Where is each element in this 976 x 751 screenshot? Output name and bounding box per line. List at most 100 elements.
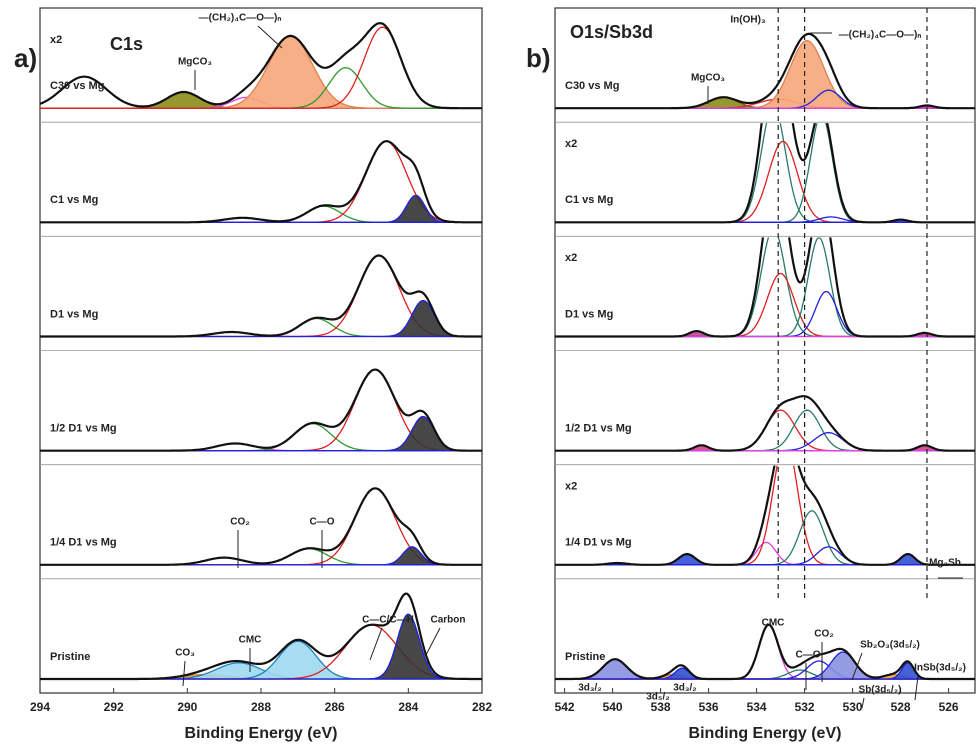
annotation: C—C/C—H: [362, 615, 414, 626]
spectrum-name: C30 vs Mg: [50, 80, 104, 92]
scale-label: x2: [565, 252, 577, 264]
x-tick-label: 294: [30, 700, 50, 714]
x-tick-label: 288: [251, 700, 271, 714]
annotation: 3d₅/₂: [646, 692, 669, 703]
fit-component: [40, 194, 482, 223]
fit-component: [40, 299, 482, 338]
spectrum-name: C30 vs Mg: [565, 80, 619, 92]
annotation: InSb(3d₅/₂): [914, 663, 966, 674]
spectrum-name: Pristine: [565, 651, 605, 663]
fit-component: [555, 123, 975, 223]
panel-label: b): [526, 43, 551, 73]
x-tick-label: 526: [939, 700, 959, 714]
annotation: CO₃: [175, 648, 195, 659]
x-tick-label: 282: [472, 700, 492, 714]
fit-component: [555, 432, 975, 452]
panel-label: a): [14, 43, 37, 73]
x-tick-label: 534: [747, 700, 767, 714]
spectrum-name: C1 vs Mg: [565, 194, 613, 206]
envelope: [40, 368, 482, 452]
annotation: CO₂: [230, 517, 249, 528]
annotation: —(CH₂)₄C—O—)ₙ: [839, 30, 922, 41]
x-tick-label: 284: [398, 700, 418, 714]
x-tick-label: 540: [603, 700, 623, 714]
annotation: In(OH)₃: [730, 15, 766, 26]
x-tick-label: 536: [699, 700, 719, 714]
annotation: Carbon: [431, 615, 466, 626]
spectrum: [40, 254, 482, 338]
x-tick-label: 542: [555, 700, 575, 714]
annotation: CO₂: [814, 629, 833, 640]
annotation: CMC: [762, 618, 785, 629]
annotation: —(CH₂)₄C—O—)ₙ: [199, 13, 282, 24]
spectrum: [555, 123, 975, 224]
scale-label: x2: [50, 34, 62, 46]
envelope: [40, 254, 482, 338]
annotation: MgCO₃: [178, 57, 212, 68]
annotation-arrow: [182, 660, 186, 687]
envelope: [555, 237, 975, 338]
x-axis-label: Binding Energy (eV): [185, 725, 338, 742]
fit-component: [555, 662, 975, 680]
envelope: [555, 395, 975, 452]
spectrum: [40, 592, 482, 681]
spectrum: [40, 22, 482, 110]
x-tick-label: 286: [325, 700, 345, 714]
spectrum: [555, 237, 975, 338]
x-tick-label: 532: [795, 700, 815, 714]
spectrum: [555, 623, 975, 681]
envelope: [40, 22, 482, 110]
envelope: [40, 592, 482, 681]
annotation-arrow: [851, 652, 863, 681]
spectrum-name: D1 vs Mg: [565, 308, 613, 320]
fit-component: [555, 237, 975, 338]
scale-label: x2: [565, 481, 577, 493]
annotation: 3d₃/₂: [578, 683, 602, 694]
fit-component: [555, 140, 975, 223]
x-tick-label: 292: [104, 700, 124, 714]
fit-component: [555, 290, 975, 338]
annotation: CMC: [239, 635, 262, 646]
spectrum-name: C1 vs Mg: [50, 194, 98, 206]
spectrum: [40, 368, 482, 452]
panel-title: O1s/Sb3d: [570, 22, 653, 42]
fit-component: [555, 272, 975, 338]
panel-title: C1s: [110, 34, 143, 54]
spectrum-name: Pristine: [50, 651, 90, 663]
envelope: [555, 32, 975, 110]
annotation: C—O: [796, 650, 821, 661]
scale-label: x2: [565, 138, 577, 150]
spectrum: [555, 465, 975, 566]
annotation: MgCO₃: [691, 73, 725, 84]
annotation: Sb₂O₃(3d₅/₂): [860, 640, 920, 651]
x-tick-label: 290: [177, 700, 197, 714]
annotation-arrow: [369, 627, 383, 661]
spectrum: [40, 487, 482, 566]
x-tick-label: 538: [651, 700, 671, 714]
x-tick-label: 530: [843, 700, 863, 714]
spectrum-name: 1/2 D1 vs Mg: [565, 423, 632, 435]
annotation: Mg₃Sb: [929, 558, 961, 569]
spectrum: [555, 395, 975, 452]
spectrum: [555, 32, 975, 110]
envelope: [40, 487, 482, 566]
annotation: C—O: [310, 517, 335, 528]
annotation-arrow: [914, 675, 919, 701]
annotation: Sb(3d₅/₂): [859, 685, 902, 696]
envelope: [555, 465, 975, 566]
spectrum-name: 1/4 D1 vs Mg: [565, 537, 632, 549]
fit-component: [40, 546, 482, 566]
spectrum-name: 1/2 D1 vs Mg: [50, 423, 117, 435]
spectrum: [40, 140, 482, 224]
annotation: 3d₃/₂: [673, 683, 697, 694]
spectrum-name: D1 vs Mg: [50, 308, 98, 320]
annotation-arrow: [861, 697, 865, 709]
x-tick-label: 528: [891, 700, 911, 714]
envelope: [555, 123, 975, 224]
x-axis-label: Binding Energy (eV): [689, 725, 842, 742]
envelope: [555, 623, 975, 681]
spectrum-name: 1/4 D1 vs Mg: [50, 537, 117, 549]
annotation-arrow: [425, 627, 441, 656]
annotation-arrow: [257, 25, 283, 49]
